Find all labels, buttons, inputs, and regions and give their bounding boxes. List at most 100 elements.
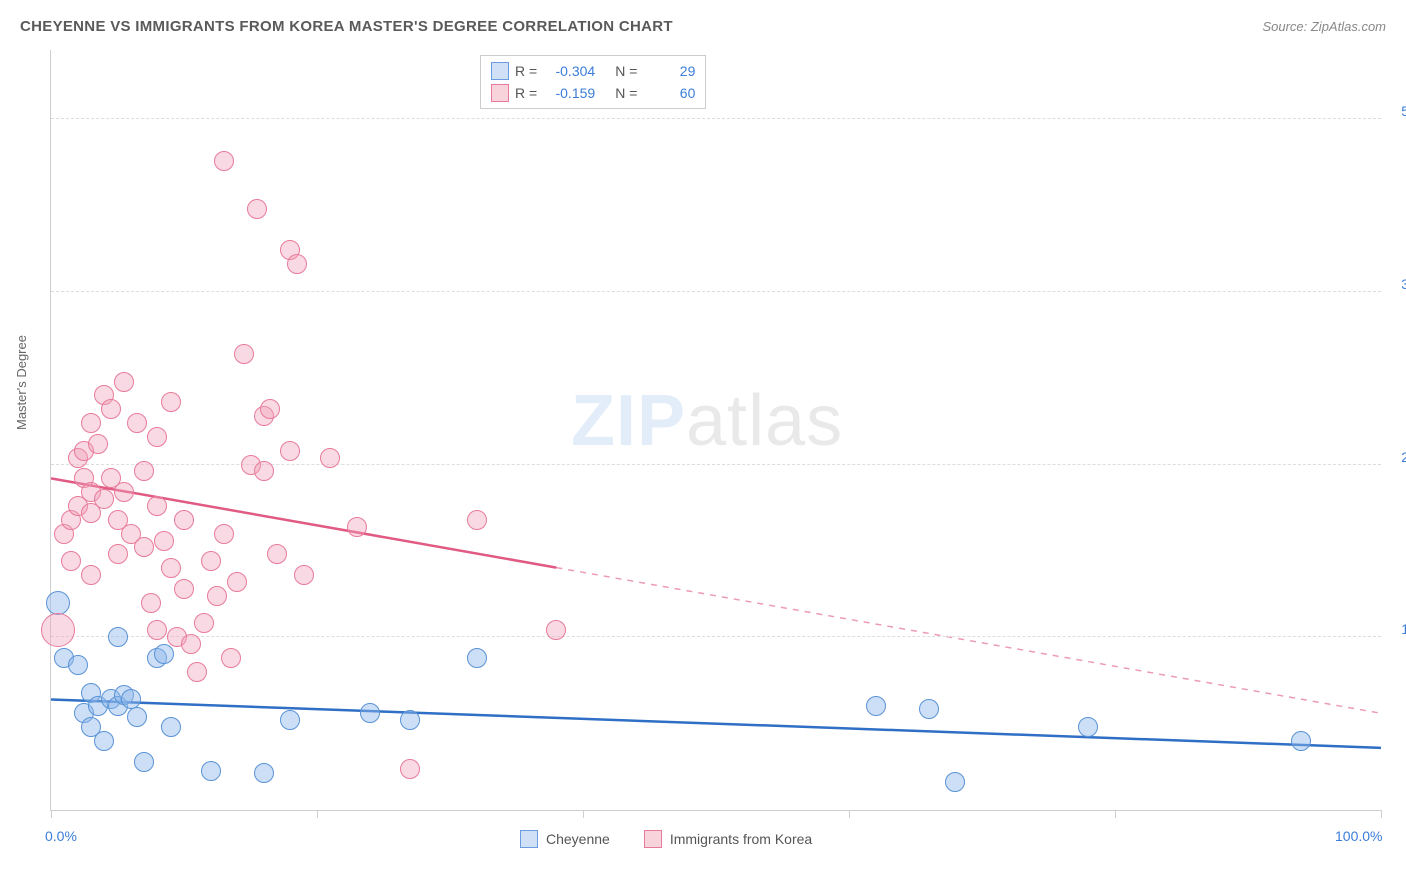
x-tick bbox=[583, 810, 584, 818]
watermark: ZIPatlas bbox=[571, 380, 843, 462]
x-tick-label: 100.0% bbox=[1335, 828, 1382, 844]
r-value: -0.304 bbox=[543, 60, 595, 82]
scatter-point bbox=[254, 461, 274, 481]
scatter-point bbox=[134, 461, 154, 481]
scatter-point bbox=[81, 565, 101, 585]
scatter-point bbox=[81, 413, 101, 433]
scatter-point bbox=[134, 537, 154, 557]
y-tick-label: 25.0% bbox=[1386, 449, 1406, 465]
correlation-legend-row: R = -0.159 N = 60 bbox=[491, 82, 695, 104]
x-tick bbox=[1115, 810, 1116, 818]
scatter-point bbox=[147, 427, 167, 447]
scatter-point bbox=[194, 613, 214, 633]
r-label: R = bbox=[515, 82, 537, 104]
scatter-point bbox=[161, 392, 181, 412]
scatter-point bbox=[108, 627, 128, 647]
r-value: -0.159 bbox=[543, 82, 595, 104]
scatter-point bbox=[94, 489, 114, 509]
scatter-point bbox=[294, 565, 314, 585]
scatter-point bbox=[267, 544, 287, 564]
scatter-point bbox=[201, 551, 221, 571]
legend-swatch-korea bbox=[644, 830, 662, 848]
scatter-point bbox=[141, 593, 161, 613]
gridline bbox=[51, 291, 1381, 292]
scatter-point bbox=[114, 372, 134, 392]
scatter-point bbox=[945, 772, 965, 792]
scatter-point bbox=[866, 696, 886, 716]
trend-line-extrapolated bbox=[556, 568, 1381, 714]
scatter-point bbox=[320, 448, 340, 468]
scatter-point bbox=[360, 703, 380, 723]
scatter-point bbox=[280, 441, 300, 461]
legend-label: Cheyenne bbox=[546, 831, 610, 847]
scatter-point bbox=[41, 613, 75, 647]
legend-swatch-korea bbox=[491, 84, 509, 102]
scatter-point bbox=[94, 731, 114, 751]
scatter-point bbox=[214, 151, 234, 171]
trend-line bbox=[51, 699, 1381, 747]
gridline bbox=[51, 118, 1381, 119]
x-tick bbox=[1381, 810, 1382, 818]
plot-area: ZIPatlas 12.5%25.0%37.5%50.0% bbox=[50, 50, 1381, 811]
n-label: N = bbox=[615, 60, 637, 82]
y-tick-label: 12.5% bbox=[1386, 621, 1406, 637]
x-tick bbox=[51, 810, 52, 818]
scatter-point bbox=[181, 634, 201, 654]
scatter-point bbox=[400, 759, 420, 779]
scatter-point bbox=[280, 710, 300, 730]
scatter-point bbox=[919, 699, 939, 719]
scatter-point bbox=[127, 707, 147, 727]
chart-container: CHEYENNE VS IMMIGRANTS FROM KOREA MASTER… bbox=[0, 0, 1406, 892]
y-tick-label: 50.0% bbox=[1386, 103, 1406, 119]
scatter-point bbox=[101, 399, 121, 419]
x-tick bbox=[317, 810, 318, 818]
legend-swatch-cheyenne bbox=[491, 62, 509, 80]
correlation-legend-row: R = -0.304 N = 29 bbox=[491, 60, 695, 82]
watermark-zip: ZIP bbox=[571, 381, 686, 461]
scatter-point bbox=[201, 761, 221, 781]
n-value: 60 bbox=[643, 82, 695, 104]
scatter-point bbox=[147, 620, 167, 640]
scatter-point bbox=[546, 620, 566, 640]
scatter-point bbox=[61, 551, 81, 571]
scatter-point bbox=[260, 399, 280, 419]
scatter-point bbox=[88, 434, 108, 454]
chart-title: CHEYENNE VS IMMIGRANTS FROM KOREA MASTER… bbox=[20, 18, 673, 35]
scatter-point bbox=[1078, 717, 1098, 737]
legend-label: Immigrants from Korea bbox=[670, 831, 812, 847]
scatter-point bbox=[1291, 731, 1311, 751]
n-value: 29 bbox=[643, 60, 695, 82]
scatter-point bbox=[68, 655, 88, 675]
y-tick-label: 37.5% bbox=[1386, 276, 1406, 292]
n-label: N = bbox=[615, 82, 637, 104]
scatter-point bbox=[127, 413, 147, 433]
legend-swatch-cheyenne bbox=[520, 830, 538, 848]
scatter-point bbox=[287, 254, 307, 274]
scatter-point bbox=[154, 644, 174, 664]
scatter-point bbox=[174, 579, 194, 599]
series-legend: Cheyenne Immigrants from Korea bbox=[520, 830, 812, 848]
scatter-point bbox=[108, 544, 128, 564]
scatter-point bbox=[161, 558, 181, 578]
x-tick-label: 0.0% bbox=[45, 828, 77, 844]
scatter-point bbox=[207, 586, 227, 606]
scatter-point bbox=[134, 752, 154, 772]
correlation-legend: R = -0.304 N = 29 R = -0.159 N = 60 bbox=[480, 55, 706, 109]
scatter-point bbox=[247, 199, 267, 219]
scatter-point bbox=[154, 531, 174, 551]
scatter-point bbox=[347, 517, 367, 537]
scatter-point bbox=[174, 510, 194, 530]
scatter-point bbox=[254, 763, 274, 783]
x-tick bbox=[849, 810, 850, 818]
title-bar: CHEYENNE VS IMMIGRANTS FROM KOREA MASTER… bbox=[20, 18, 1386, 35]
scatter-point bbox=[161, 717, 181, 737]
scatter-point bbox=[187, 662, 207, 682]
watermark-atlas: atlas bbox=[686, 381, 843, 461]
scatter-point bbox=[147, 496, 167, 516]
scatter-point bbox=[400, 710, 420, 730]
scatter-point bbox=[221, 648, 241, 668]
scatter-point bbox=[114, 482, 134, 502]
trend-lines-layer bbox=[51, 50, 1381, 810]
scatter-point bbox=[214, 524, 234, 544]
scatter-point bbox=[234, 344, 254, 364]
